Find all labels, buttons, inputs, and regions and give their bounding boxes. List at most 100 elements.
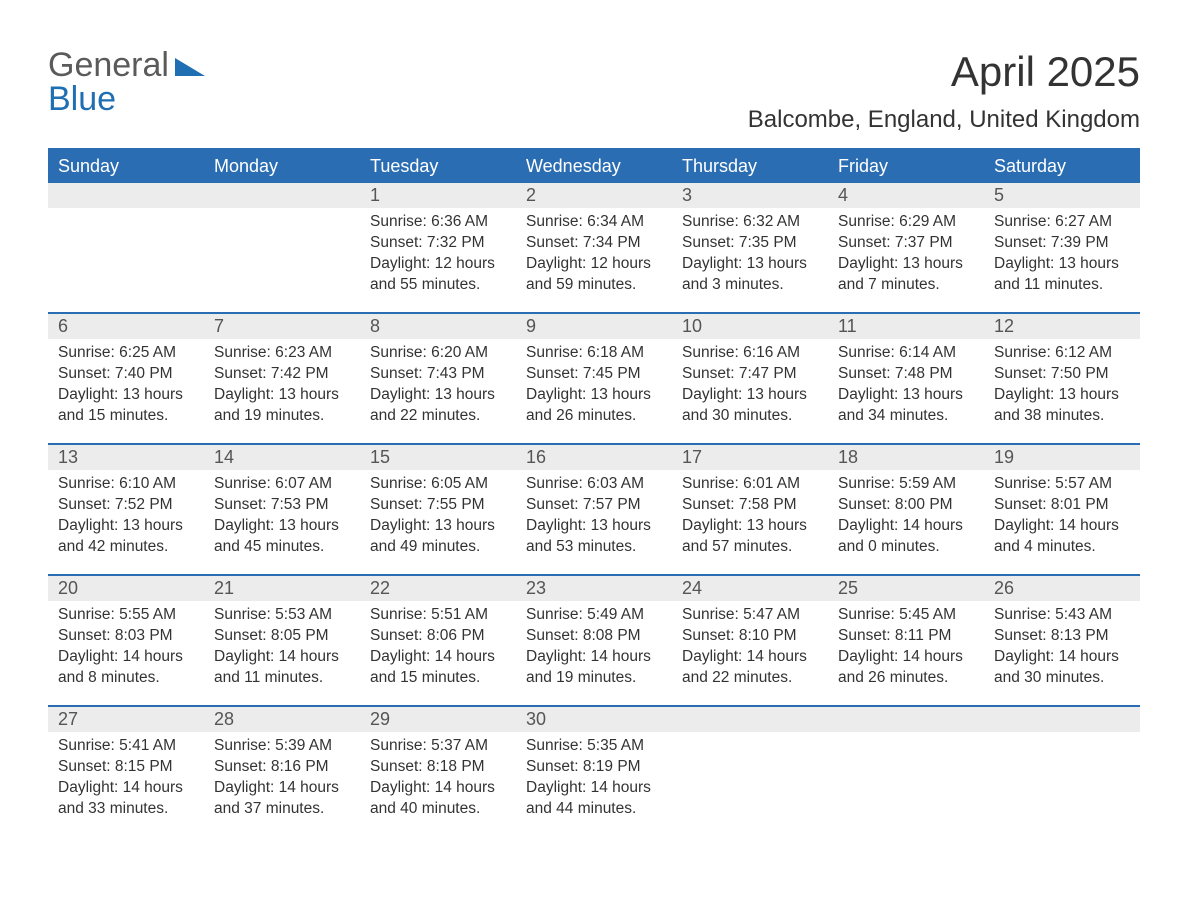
day-cell [48,208,204,312]
day-cell: Sunrise: 6:14 AMSunset: 7:48 PMDaylight:… [828,339,984,443]
sunrise-text: Sunrise: 5:41 AM [58,736,194,757]
day-cell [984,732,1140,836]
sunrise-text: Sunrise: 6:12 AM [994,343,1130,364]
day-cell: Sunrise: 5:53 AMSunset: 8:05 PMDaylight:… [204,601,360,705]
day-cell [672,732,828,836]
day-cell: Sunrise: 6:34 AMSunset: 7:34 PMDaylight:… [516,208,672,312]
sunrise-text: Sunrise: 5:59 AM [838,474,974,495]
day-number-row: 13141516171819 [48,445,1140,470]
sunset-text: Sunset: 7:47 PM [682,364,818,385]
sunset-text: Sunset: 8:18 PM [370,757,506,778]
day-cell: Sunrise: 6:20 AMSunset: 7:43 PMDaylight:… [360,339,516,443]
day-number [828,707,984,732]
day-number: 3 [672,183,828,208]
day-content-row: Sunrise: 6:36 AMSunset: 7:32 PM Daylight:… [48,208,1140,312]
sunset-text: Sunset: 7:39 PM [994,233,1130,254]
sunrise-text: Sunrise: 6:34 AM [526,212,662,233]
weekday-header: Thursday [672,150,828,183]
sunrise-text: Sunrise: 5:47 AM [682,605,818,626]
daylight-text: Daylight: 13 hours and 22 minutes. [370,385,506,427]
logo: General Blue [48,48,205,116]
daylight-text: Daylight: 13 hours and 3 minutes. [682,254,818,296]
day-number-row: 27282930 [48,707,1140,732]
daylight-text: Daylight: 14 hours and 33 minutes. [58,778,194,820]
sunset-text: Sunset: 8:16 PM [214,757,350,778]
sunset-text: Sunset: 8:13 PM [994,626,1130,647]
day-cell [828,732,984,836]
sunrise-text: Sunrise: 6:23 AM [214,343,350,364]
day-cell: Sunrise: 5:51 AMSunset: 8:06 PMDaylight:… [360,601,516,705]
sunrise-text: Sunrise: 5:45 AM [838,605,974,626]
sunrise-text: Sunrise: 5:43 AM [994,605,1130,626]
day-cell: Sunrise: 6:27 AMSunset: 7:39 PMDaylight:… [984,208,1140,312]
day-number: 19 [984,445,1140,470]
sunset-text: Sunset: 8:11 PM [838,626,974,647]
month-title: April 2025 [748,48,1140,96]
day-number: 4 [828,183,984,208]
daylight-text: Daylight: 14 hours and 8 minutes. [58,647,194,689]
sunset-text: Sunset: 8:01 PM [994,495,1130,516]
daylight-text: Daylight: 14 hours and 30 minutes. [994,647,1130,689]
daylight-text: Daylight: 13 hours and 38 minutes. [994,385,1130,427]
day-cell: Sunrise: 6:23 AMSunset: 7:42 PMDaylight:… [204,339,360,443]
day-cell: Sunrise: 5:47 AMSunset: 8:10 PMDaylight:… [672,601,828,705]
daylight-text: Daylight: 13 hours and 11 minutes. [994,254,1130,296]
sunrise-text: Sunrise: 6:14 AM [838,343,974,364]
weekday-header: Monday [204,150,360,183]
day-cell: Sunrise: 6:07 AMSunset: 7:53 PMDaylight:… [204,470,360,574]
daylight-text: Daylight: 13 hours and 57 minutes. [682,516,818,558]
logo-text-bottom: Blue [48,82,205,116]
day-cell: Sunrise: 6:12 AMSunset: 7:50 PMDaylight:… [984,339,1140,443]
day-cell: Sunrise: 6:36 AMSunset: 7:32 PMDaylight:… [360,208,516,312]
day-number: 1 [360,183,516,208]
sunset-text: Sunset: 7:32 PM [370,233,506,254]
sunset-text: Sunset: 8:05 PM [214,626,350,647]
day-cell: Sunrise: 6:01 AMSunset: 7:58 PMDaylight:… [672,470,828,574]
day-number: 11 [828,314,984,339]
day-cell: Sunrise: 6:29 AMSunset: 7:37 PMDaylight:… [828,208,984,312]
week-block: 12345 Sunrise: 6:36 AMSunset: 7:32 PM Dayl… [48,183,1140,312]
sunset-text: Sunset: 7:42 PM [214,364,350,385]
sunset-text: Sunset: 7:34 PM [526,233,662,254]
daylight-text: Daylight: 14 hours and 4 minutes. [994,516,1130,558]
day-number: 2 [516,183,672,208]
sunrise-text: Sunrise: 6:10 AM [58,474,194,495]
daylight-text: Daylight: 14 hours and 15 minutes. [370,647,506,689]
sunset-text: Sunset: 7:37 PM [838,233,974,254]
day-number: 24 [672,576,828,601]
day-number: 27 [48,707,204,732]
day-cell: Sunrise: 5:59 AMSunset: 8:00 PMDaylight:… [828,470,984,574]
day-number: 29 [360,707,516,732]
day-number: 5 [984,183,1140,208]
sunset-text: Sunset: 8:00 PM [838,495,974,516]
sunrise-text: Sunrise: 6:36 AM [370,212,506,233]
day-number: 23 [516,576,672,601]
sunset-text: Sunset: 8:03 PM [58,626,194,647]
day-number [672,707,828,732]
location-subtitle: Balcombe, England, United Kingdom [748,106,1140,134]
daylight-text: Daylight: 14 hours and 26 minutes. [838,647,974,689]
week-block: 27282930Sunrise: 5:41 AMSunset: 8:15 PMD… [48,705,1140,836]
day-cell: Sunrise: 5:55 AMSunset: 8:03 PMDaylight:… [48,601,204,705]
sunset-text: Sunset: 7:58 PM [682,495,818,516]
sunset-text: Sunset: 7:53 PM [214,495,350,516]
daylight-text: Daylight: 13 hours and 34 minutes. [838,385,974,427]
week-block: 13141516171819 Sunrise: 6:10 AM Sunset: 7:… [48,443,1140,574]
sunrise-text: Sunrise: 6:07 AM [214,474,350,495]
day-number: 7 [204,314,360,339]
daylight-text: Daylight: 14 hours and 11 minutes. [214,647,350,689]
sunrise-text: Sunrise: 5:51 AM [370,605,506,626]
day-number: 16 [516,445,672,470]
logo-triangle-icon [175,48,205,82]
daylight-text: Daylight: 13 hours and 7 minutes. [838,254,974,296]
daylight-text: Daylight: 13 hours and 19 minutes. [214,385,350,427]
logo-text-top: General [48,48,169,82]
daylight-text: Daylight: 13 hours and 42 minutes. [58,516,194,558]
daylight-text: Daylight: 14 hours and 40 minutes. [370,778,506,820]
day-content-row: Sunrise: 5:41 AMSunset: 8:15 PMDaylight:… [48,732,1140,836]
sunrise-text: Sunrise: 6:18 AM [526,343,662,364]
day-number: 6 [48,314,204,339]
day-number: 17 [672,445,828,470]
daylight-text: Daylight: 13 hours and 53 minutes. [526,516,662,558]
day-cell: Sunrise: 6:25 AMSunset: 7:40 PMDaylight:… [48,339,204,443]
